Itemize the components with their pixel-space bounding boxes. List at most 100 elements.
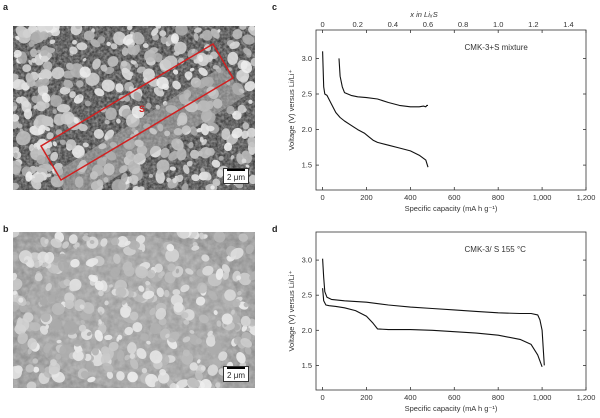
sem-particle <box>13 251 19 262</box>
sem-particle <box>39 68 51 80</box>
sem-particle <box>19 304 27 313</box>
region-box <box>39 42 235 182</box>
panel-letter-c: c <box>272 2 278 12</box>
sem-particle <box>121 300 127 305</box>
sem-particle <box>153 52 163 63</box>
sem-particle <box>218 351 228 361</box>
sem-particle <box>189 67 195 72</box>
sem-particle <box>248 99 253 104</box>
sem-particle <box>232 298 241 308</box>
sem-particle <box>13 152 18 159</box>
sem-particle <box>245 164 250 168</box>
chart-annotation: CMK-3/ S 155 °C <box>465 245 527 254</box>
sem-particle <box>13 113 20 122</box>
sem-particle <box>123 265 135 277</box>
sem-particle <box>80 370 90 379</box>
sem-particle <box>57 260 68 272</box>
sem-particle <box>159 369 167 376</box>
sem-particle <box>149 47 158 54</box>
sem-particle <box>38 96 43 101</box>
sem-particle <box>50 151 59 162</box>
y-tick-label: 1.5 <box>302 161 312 170</box>
sem-particle <box>69 91 76 99</box>
series-line-1 <box>322 51 429 168</box>
sem-particle <box>246 127 255 138</box>
top-x-tick-label: 1.2 <box>528 20 538 29</box>
sem-particle <box>25 171 33 182</box>
region-label-s: S <box>139 104 146 114</box>
sem-particle <box>221 264 231 274</box>
sem-particle <box>147 76 160 87</box>
sem-particle <box>104 334 113 341</box>
sem-particle <box>130 358 139 370</box>
sem-particle <box>26 78 36 87</box>
sem-particle <box>249 270 255 281</box>
sem-particle <box>13 366 22 379</box>
chart-annotation: CMK-3+S mixture <box>465 43 529 52</box>
sem-particle <box>142 248 146 252</box>
sem-particle <box>69 46 78 55</box>
sem-particle <box>94 329 103 342</box>
sem-particle <box>24 259 28 264</box>
sem-particle <box>41 78 50 86</box>
sem-particle <box>173 302 184 313</box>
sem-particle <box>165 248 180 263</box>
sem-particle <box>168 151 179 161</box>
sem-particle <box>135 92 142 99</box>
sem-particle <box>221 128 231 141</box>
sem-particle <box>132 31 145 45</box>
sem-particle <box>115 286 127 298</box>
sem-particle <box>97 306 105 315</box>
sem-particle <box>54 26 59 29</box>
top-x-tick-label: 1.4 <box>563 20 573 29</box>
top-x-tick-label: 0.4 <box>388 20 398 29</box>
sem-particle <box>198 314 209 324</box>
sem-particle <box>82 57 87 62</box>
sem-particle <box>98 290 104 297</box>
x-axis-label: Specific capacity (mA h g⁻¹) <box>405 404 498 413</box>
sem-particle <box>79 304 85 310</box>
sem-particle <box>247 324 255 336</box>
sem-particle <box>142 43 149 48</box>
sem-particle <box>224 289 236 301</box>
sem-particle <box>232 110 242 120</box>
sem-particle <box>36 154 46 165</box>
sem-particle <box>110 267 121 277</box>
sem-particle <box>18 297 24 303</box>
x-tick-label: 1,200 <box>577 193 596 202</box>
sem-particle <box>189 276 193 282</box>
sem-particle <box>22 64 32 73</box>
top-x-axis-label: x in LiₓS <box>409 10 437 19</box>
sem-particle <box>13 272 18 281</box>
sem-particle <box>189 338 196 343</box>
scale-bar-label: 2 μm <box>227 371 245 380</box>
sem-particle <box>94 280 104 291</box>
panel-letter-b: b <box>3 224 9 234</box>
sem-particle <box>13 301 20 312</box>
sem-particle <box>180 284 190 293</box>
sem-particle <box>124 240 131 246</box>
x-tick-label: 800 <box>492 193 505 202</box>
sem-particle <box>113 254 121 264</box>
sem-particle <box>198 67 208 77</box>
sem-particle <box>240 60 253 74</box>
sem-particle <box>140 333 149 341</box>
sem-particle <box>56 104 71 113</box>
sem-particle <box>45 163 52 173</box>
sem-particle <box>85 258 99 267</box>
sem-particle <box>58 253 67 263</box>
sem-particle <box>174 41 187 55</box>
y-axis-label: Voltage (V) versus Li/Li⁺ <box>287 69 296 150</box>
sem-particle <box>39 367 46 374</box>
sem-particle <box>111 330 116 335</box>
sem-particle <box>101 79 115 92</box>
sem-particle <box>243 302 249 308</box>
sem-particle <box>13 232 20 238</box>
sem-particle <box>140 383 147 388</box>
sem-particle <box>23 108 33 120</box>
sem-particle <box>165 333 170 339</box>
sem-particle <box>172 177 178 184</box>
sem-particle <box>240 338 252 348</box>
sem-particle <box>75 26 82 30</box>
sem-particle <box>231 127 243 139</box>
